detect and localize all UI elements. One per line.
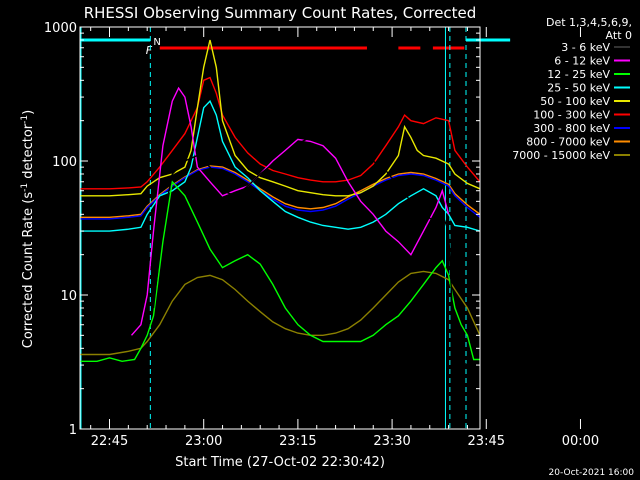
series-line-7 xyxy=(80,165,480,218)
legend-label-1: 6 - 12 keV xyxy=(554,55,610,68)
legend-label-0: 3 - 6 keV xyxy=(561,41,610,54)
x-axis-label: Start Time (27-Oct-02 22:30:42) xyxy=(175,455,385,470)
legend-label-3: 25 - 50 keV xyxy=(547,82,610,95)
y-tick-label-0: 1 xyxy=(69,423,77,438)
legend-label-4: 50 - 100 keV xyxy=(540,95,610,108)
flags-layer: NF xyxy=(80,37,511,57)
vertical-markers xyxy=(80,27,467,429)
date-stamp: 20-Oct-2021 16:00 xyxy=(549,468,635,478)
flag-N-label: N xyxy=(153,37,160,48)
series-line-8 xyxy=(80,270,480,356)
legend-label-5: 100 - 300 keV xyxy=(533,109,610,122)
legend-label-2: 12 - 25 keV xyxy=(547,68,610,81)
x-tick-label-4: 23:45 xyxy=(468,434,505,449)
series-layer xyxy=(80,39,480,406)
y-axis-label: Corrected Count Rate (s-1 detector-1) xyxy=(20,110,36,348)
y-tick-label-2: 100 xyxy=(52,155,77,170)
chart-title: RHESSI Observing Summary Count Rates, Co… xyxy=(84,4,477,22)
series-line-6 xyxy=(80,166,480,220)
detector-label-line-2: Att 0 xyxy=(606,29,632,42)
legend-label-8: 7000 - 15000 keV xyxy=(512,149,610,162)
y-tick-label-1: 10 xyxy=(60,289,77,304)
x-tick-label-0: 22:45 xyxy=(91,434,128,449)
x-tick-label-5: 00:00 xyxy=(562,434,599,449)
plot-frame xyxy=(79,26,481,430)
axes: 1 10 100 1000 22:45 23:00 23:15 23:30 23:45 00:00 xyxy=(44,21,599,449)
y-tick-label-3: 1000 xyxy=(44,21,77,36)
x-tick-label-1: 23:00 xyxy=(185,434,222,449)
flag-F-label: F xyxy=(146,44,153,57)
series-line-2 xyxy=(80,180,480,363)
legend-label-6: 300 - 800 keV xyxy=(533,122,610,135)
x-tick-label-2: 23:15 xyxy=(279,434,316,449)
x-tick-label-3: 23:30 xyxy=(373,434,410,449)
series-line-0 xyxy=(130,132,480,406)
detector-label-line-1: Det 1,3,4,5,6,9, xyxy=(546,16,632,29)
series-line-5 xyxy=(80,76,480,190)
series-line-1 xyxy=(130,86,450,336)
legend-label-7: 800 - 7000 keV xyxy=(526,136,610,149)
